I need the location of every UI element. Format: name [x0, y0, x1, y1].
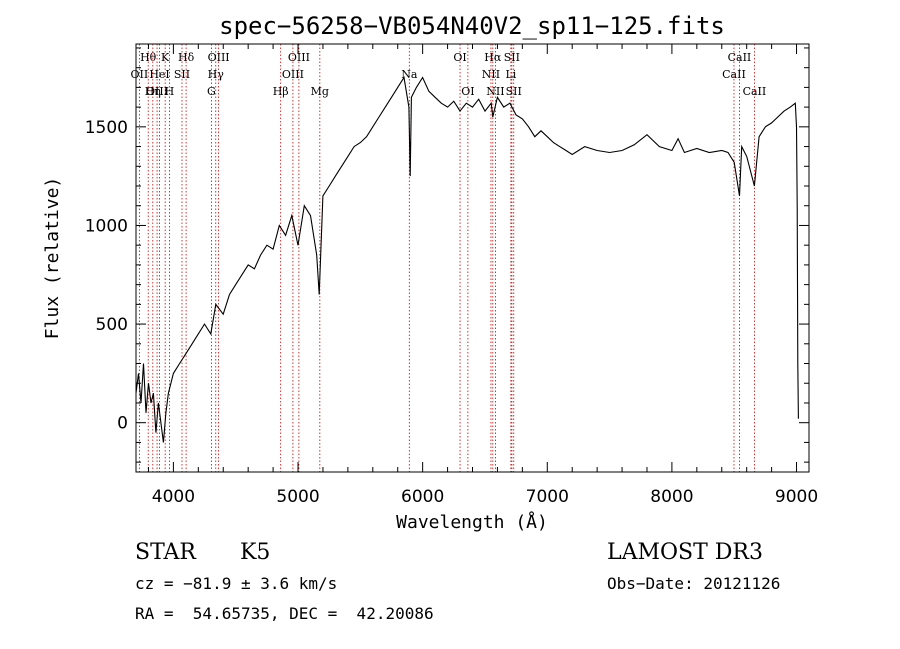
y-axis-ticks: 0 500 1000 1500: [85, 47, 809, 463]
line-label-25: CaII: [728, 51, 752, 64]
x-tick-label: 8000: [650, 487, 693, 507]
line-label-14: OIII: [282, 68, 304, 81]
line-label-3: K: [161, 51, 170, 64]
line-label-8: Hδ: [178, 51, 195, 64]
line-label-17: OI: [453, 51, 466, 64]
x-tick-label: 9000: [775, 487, 818, 507]
line-label-20: NII: [482, 68, 500, 81]
chart-title: spec−56258−VB054N40V2_sp11−125.fits: [219, 12, 725, 40]
line-label-10: Hγ: [208, 68, 225, 81]
object-class: STAR: [135, 540, 196, 565]
line-label-11: G: [207, 85, 216, 98]
plot-frame: [135, 43, 810, 473]
line-label-7: SII: [174, 68, 190, 81]
line-label-15: Mg: [311, 85, 329, 98]
y-tick-label: 1500: [85, 118, 128, 138]
line-label-1: OII: [131, 68, 149, 81]
line-label-9: OIII: [208, 51, 230, 64]
observation-date: Obs−Date: 20121126: [607, 574, 781, 593]
line-label-5: Hη: [145, 85, 161, 98]
y-tick-label: 0: [117, 414, 128, 434]
line-label-26: CaII: [722, 68, 746, 81]
line-label-0: Hθ: [140, 51, 157, 64]
line-label-24: SII: [506, 85, 522, 98]
line-label-27: CaII: [743, 85, 767, 98]
x-axis-label: Wavelength (Å): [396, 511, 548, 533]
line-label-18: OI: [461, 85, 474, 98]
line-label-23: Li: [505, 68, 516, 81]
emission-line-labels: Hθ OII OIII K HeI Hη H SII Hδ OIII Hγ G Hβ OIII OIII Mg…: [131, 51, 767, 98]
x-tick-label: 7000: [526, 487, 569, 507]
radial-velocity: cz = −81.9 ± 3.6 km/s: [135, 574, 338, 593]
sky-coordinates: RA = 54.65735, DEC = 42.20086: [135, 604, 434, 623]
line-label-12: Hβ: [273, 85, 289, 98]
emission-line-markers: [138, 44, 755, 472]
line-label-19: Hα: [484, 51, 502, 64]
x-axis-ticks: 4000 5000 6000 7000 8000 9000: [147, 44, 818, 507]
line-label-21: NII: [486, 85, 504, 98]
object-subclass: K5: [240, 540, 271, 565]
y-tick-label: 1000: [85, 216, 128, 236]
line-label-2: OIII: [146, 85, 168, 98]
x-tick-label: 6000: [401, 487, 444, 507]
x-tick-label: 5000: [276, 487, 319, 507]
line-label-16: Na: [401, 68, 418, 81]
line-label-4: HeI: [149, 68, 169, 81]
x-tick-label: 4000: [152, 487, 195, 507]
line-label-22: SII: [504, 51, 520, 64]
line-label-13: OIII: [288, 51, 310, 64]
spectrum-chart: spec−56258−VB054N40V2_sp11−125.fits Hθ OI…: [42, 12, 818, 533]
y-tick-label: 500: [96, 315, 128, 335]
y-axis-label: Flux (relative): [42, 177, 63, 340]
line-label-6: H: [165, 85, 175, 98]
survey-name: LAMOST DR3: [607, 540, 763, 565]
spectrum-series-line: [135, 75, 799, 443]
